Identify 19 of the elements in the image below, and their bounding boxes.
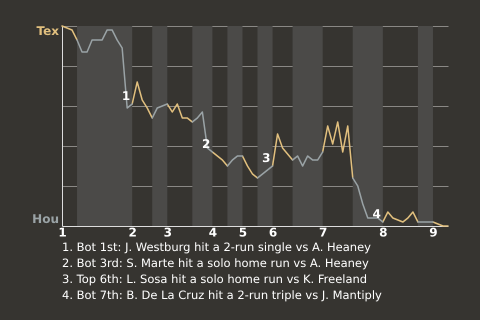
text: Hou: [32, 212, 59, 226]
annotation: 3: [262, 151, 271, 165]
annotation: 1: [122, 89, 130, 103]
text: 1. Bot 1st: J. Westburg hit a 2-run single vs A. Heaney: [62, 240, 372, 254]
text: 3. Top 6th: L. Sosa hit a solo home run vs K. Freeland: [62, 272, 368, 286]
annotation: 4: [372, 207, 381, 221]
x-tick-label: 7: [318, 226, 328, 240]
x-tick-label: 9: [429, 226, 438, 240]
text: 2. Bot 3rd: S. Marte hit a solo home run vs A. Heaney: [62, 256, 369, 270]
x-tick-label: 4: [208, 226, 218, 240]
x-tick-label: 3: [164, 226, 172, 240]
x-tick-label: 5: [238, 226, 248, 240]
x-tick-label: 2: [128, 226, 137, 240]
annotation: 2: [202, 137, 210, 151]
x-tick-label: 6: [268, 226, 278, 240]
text: Tex: [36, 24, 60, 38]
x-tick-label: 8: [379, 226, 388, 240]
text: 4. Bot 7th: B. De La Cruz hit a 2-run triple vs J. Mantiply: [62, 288, 382, 302]
x-tick-label: 1: [58, 226, 67, 240]
